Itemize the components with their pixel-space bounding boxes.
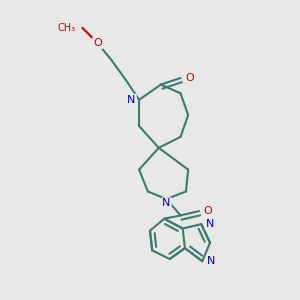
Text: O: O	[185, 73, 194, 83]
Text: N: N	[206, 219, 214, 229]
Text: O: O	[93, 38, 102, 48]
Text: O: O	[203, 206, 212, 216]
Text: N: N	[207, 256, 215, 266]
Text: N: N	[162, 198, 170, 208]
Text: CH₃: CH₃	[58, 23, 76, 33]
Text: N: N	[127, 95, 136, 105]
